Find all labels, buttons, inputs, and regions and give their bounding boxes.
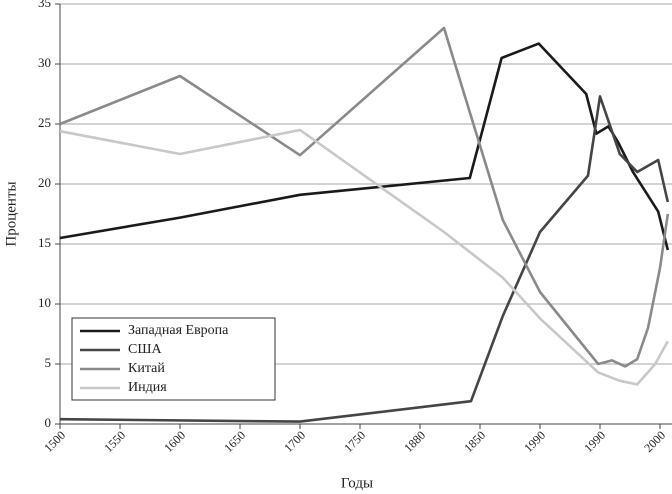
y-tick-label: 30 [38, 55, 51, 70]
series-line [59, 128, 669, 386]
y-tick-label: 15 [38, 235, 51, 250]
y-tick-label: 5 [45, 355, 52, 370]
y-tick-label: 35 [38, 0, 51, 10]
legend-label: Китай [128, 361, 165, 376]
legend-label: США [128, 342, 162, 357]
y-axis-title: Проценты [3, 181, 19, 246]
x-tick-label: 1990 [581, 428, 608, 455]
x-tick-label: 1990 [521, 428, 548, 455]
x-tick-label: 1650 [221, 428, 248, 455]
x-tick-label: 1700 [281, 428, 308, 455]
x-tick-label: 2000 [641, 428, 668, 455]
y-tick-label: 0 [45, 415, 52, 430]
y-tick-label: 20 [38, 175, 51, 190]
series-line [59, 95, 670, 423]
series-line [59, 26, 670, 368]
series-line [59, 42, 670, 251]
legend-label: Западная Европа [128, 323, 229, 338]
legend-label: Индия [128, 380, 167, 395]
x-tick-label: 1880 [401, 428, 428, 455]
x-tick-label: 1750 [341, 428, 368, 455]
x-tick-label: 1850 [461, 428, 488, 455]
y-tick-label: 25 [38, 115, 51, 130]
x-axis-title: Годы [341, 475, 373, 491]
x-tick-label: 1500 [41, 428, 68, 455]
x-tick-label: 1550 [101, 428, 128, 455]
x-tick-label: 1600 [161, 428, 188, 455]
y-tick-label: 10 [38, 295, 51, 310]
